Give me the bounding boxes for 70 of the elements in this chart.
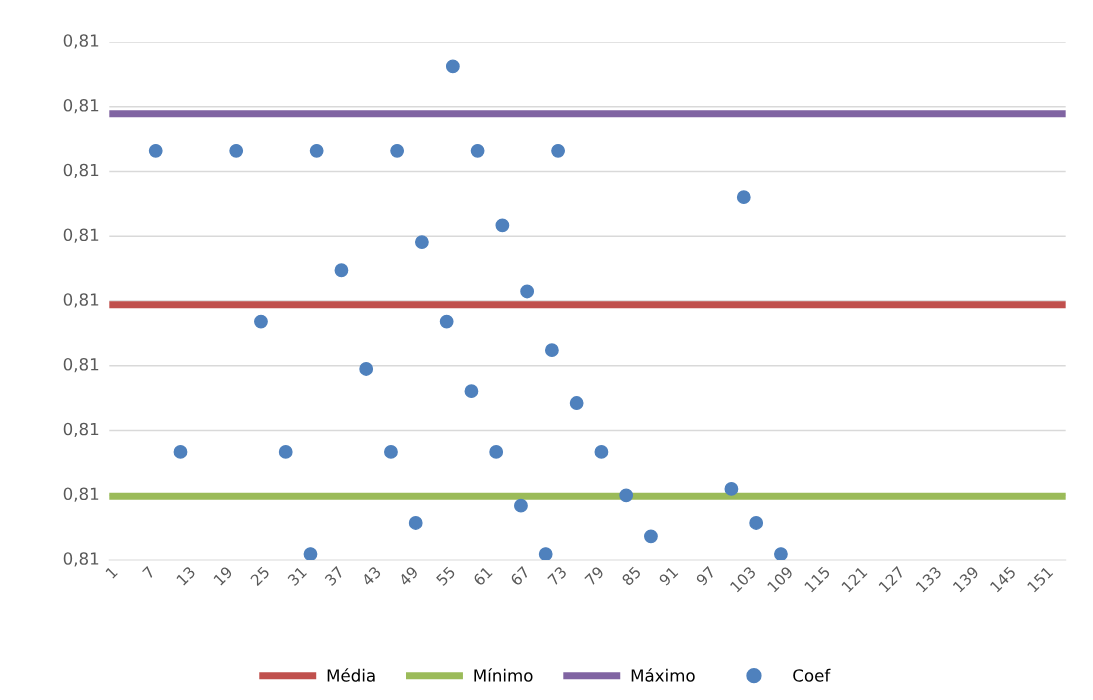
text: 0,81 — [63, 422, 99, 438]
x-tick-label: 145 — [989, 566, 1017, 593]
point — [278, 444, 293, 459]
x-tick-label: 7 — [142, 566, 156, 580]
x-tick-label: 133 — [915, 565, 943, 593]
text: 0,81 — [63, 552, 99, 567]
point — [173, 444, 188, 459]
text: 0,81 — [63, 293, 99, 308]
point — [445, 59, 460, 74]
x-tick-label: 73 — [547, 565, 568, 587]
point — [736, 190, 751, 205]
point — [334, 263, 349, 278]
point — [309, 143, 324, 158]
point — [569, 396, 584, 410]
legend-label: Média — [327, 668, 375, 682]
point — [724, 482, 739, 496]
point — [470, 143, 485, 158]
text: 0,81 — [63, 34, 99, 49]
point — [544, 343, 559, 358]
legend-label: Mínimo — [474, 668, 533, 682]
text: 0,81 — [63, 228, 99, 243]
x-tick-label: 109 — [766, 565, 794, 593]
point — [551, 143, 565, 158]
point — [489, 444, 504, 459]
point — [749, 516, 764, 530]
point — [408, 516, 423, 530]
x-tick-label: 79 — [584, 565, 605, 587]
point — [384, 444, 398, 459]
point — [229, 143, 244, 158]
point — [644, 529, 658, 544]
x-tick-label: 31 — [287, 566, 308, 587]
point — [538, 547, 553, 560]
x-tick-label: 151 — [1026, 566, 1054, 593]
point — [254, 314, 268, 329]
x-tick-label: 43 — [361, 565, 382, 587]
x-tick-label: 13 — [175, 565, 196, 586]
x-tick-label: 49 — [398, 565, 419, 587]
point — [439, 314, 454, 329]
point — [774, 547, 788, 560]
legend-label: Máximo — [631, 668, 695, 682]
point — [464, 384, 479, 399]
x-tick-label: 103 — [729, 565, 757, 593]
x-tick-label: 37 — [324, 565, 345, 587]
text: 0,81 — [63, 98, 99, 114]
legend-label: Coef — [793, 668, 831, 682]
point — [414, 235, 429, 250]
point — [594, 444, 609, 459]
x-tick-label: 61 — [472, 566, 493, 587]
point — [619, 488, 634, 503]
x-tick-label: 115 — [804, 566, 831, 593]
x-tick-label: 67 — [509, 565, 531, 587]
point — [520, 284, 535, 299]
text: 0,81 — [63, 357, 99, 373]
point — [390, 143, 405, 158]
x-tick-label: 55 — [435, 566, 456, 587]
text: 0,81 — [63, 163, 99, 179]
point — [359, 362, 374, 376]
x-tick-label: 19 — [213, 565, 234, 586]
point — [303, 547, 318, 560]
x-tick-label: 139 — [952, 565, 980, 593]
x-tick-label: 25 — [249, 566, 271, 587]
x-tick-label: 97 — [695, 565, 716, 587]
text: 0,81 — [63, 487, 99, 502]
point — [514, 498, 528, 513]
x-tick-label: 1 — [105, 566, 118, 579]
point — [495, 218, 510, 233]
point — [148, 143, 163, 158]
x-tick-label: 85 — [621, 566, 642, 587]
x-tick-label: 121 — [841, 566, 868, 593]
x-tick-label: 91 — [658, 566, 679, 587]
